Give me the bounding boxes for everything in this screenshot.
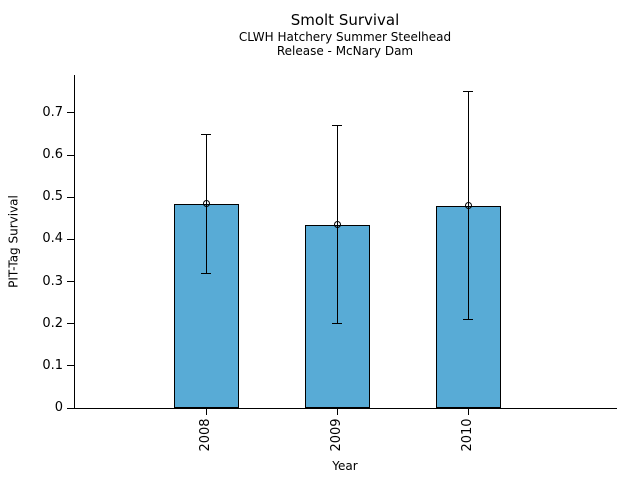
y-tick-label: 0.3 [42,273,63,289]
y-tick-mark [67,112,74,114]
chart-header: Smolt Survival CLWH Hatchery Summer Stee… [74,11,616,58]
x-tick-label-2010: 2010 [460,418,475,452]
x-tick-mark [467,408,469,415]
y-tick-mark [67,154,74,156]
y-tick-mark [67,196,74,198]
error-cap-low-2010 [463,318,473,320]
y-tick-mark [67,238,74,240]
y-tick-label: 0.2 [42,315,63,331]
y-tick-label: 0.1 [42,357,63,373]
point-marker-2009 [333,221,341,229]
x-tick-label-2008: 2008 [198,418,213,452]
chart-subtitle-line2: Release - McNary Dam [276,44,414,58]
plot-area: 0 0.1 0.2 0.3 0.4 0.5 0.6 0.7 2008 2009 2010 [42,75,617,452]
y-tick-label: 0.4 [42,231,63,247]
y-tick-mark [67,281,74,283]
point-marker-2008 [202,200,210,208]
x-axis-label: Year [332,459,358,473]
y-tick-mark [67,407,74,409]
error-cap-high-2008 [201,133,211,135]
error-cap-high-2009 [332,125,342,127]
y-tick-label: 0.6 [42,147,63,163]
point-marker-2010 [464,202,472,210]
x-tick-label-2009: 2009 [329,418,344,452]
y-tick-mark [67,323,74,325]
error-cap-high-2010 [463,91,473,93]
y-tick-label: 0 [54,400,63,415]
x-tick-mark [336,408,338,415]
error-cap-low-2008 [201,272,211,274]
chart-subtitle-line1: CLWH Hatchery Summer Steelhead [238,30,452,44]
x-tick-mark [205,408,207,415]
chart-title: Smolt Survival [290,11,400,29]
y-tick-label: 0.7 [42,104,63,120]
y-axis-label: PIT-Tag Survival [6,195,21,288]
y-tick-mark [67,365,74,367]
error-cap-low-2009 [332,323,342,325]
y-tick-label: 0.5 [42,189,63,205]
